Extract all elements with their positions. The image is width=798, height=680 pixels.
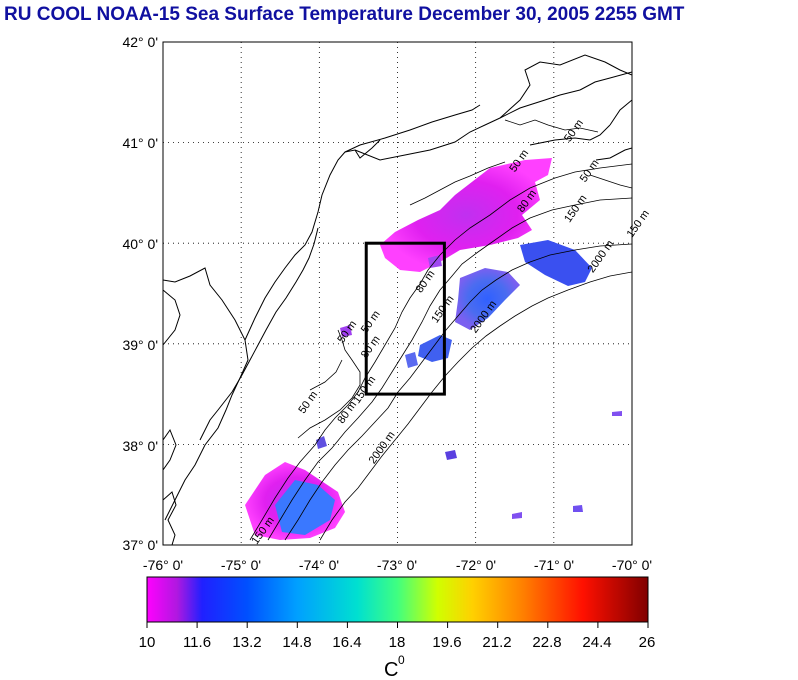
sst-patch-small-3: [340, 325, 352, 337]
colorbar-unit-superscript: 0: [398, 653, 405, 667]
colorbar-gradient: [146, 576, 649, 623]
colorbar-tick-label: 21.2: [482, 634, 511, 651]
colorbar-tick-label: 24.4: [582, 634, 611, 651]
lon-label: -76° 0': [143, 557, 183, 573]
study-area-box: [364, 241, 446, 396]
sst-patch-shelfbreak: [520, 240, 592, 286]
lon-label: -72° 0': [456, 557, 496, 573]
lon-label: -75° 0': [221, 557, 261, 573]
map-title: RU COOL NOAA-15 Sea Surface Temperature …: [4, 4, 685, 25]
colorbar-tick-label: 11.6: [183, 634, 211, 651]
map-frame: [162, 41, 633, 546]
lat-label: 40° 0': [122, 236, 158, 252]
colorbar-tick-label: 13.2: [232, 634, 261, 651]
lat-label: 42° 0': [122, 34, 158, 50]
sst-patch-small-6: [573, 505, 583, 512]
colorbar-unit: C: [384, 659, 398, 680]
lon-label: -74° 0': [299, 557, 339, 573]
longitude-labels: -76° 0' -75° 0' -74° 0' -73° 0' -72° 0' …: [143, 557, 652, 573]
lat-label: 37° 0': [122, 537, 158, 553]
sst-patch-small-5: [512, 512, 522, 519]
lat-label: 39° 0': [122, 337, 158, 353]
colorbar-tick-label: 18: [389, 634, 406, 651]
sst-patch-south-core: [275, 480, 335, 535]
latitude-labels: 42° 0' 41° 0' 40° 0' 39° 0' 38° 0' 37° 0…: [122, 34, 158, 553]
colorbar: 10 11.6 13.2 14.8 16.4 18 19.6 21.2 22.8…: [139, 576, 656, 680]
coastline: [163, 54, 632, 545]
lon-label: -70° 0': [612, 557, 652, 573]
colorbar-tick-label: 10: [139, 634, 156, 651]
lon-label: -73° 0': [377, 557, 417, 573]
sst-patch-small-2: [445, 450, 457, 460]
colorbar-tick-label: 14.8: [282, 634, 311, 651]
colorbar-tick-label: 22.8: [532, 634, 561, 651]
bathymetry-contours: [249, 119, 632, 541]
sst-patch-blue-b: [405, 352, 418, 368]
lat-label: 38° 0': [122, 438, 158, 454]
sst-patch-small-4: [612, 411, 622, 416]
colorbar-tick-label: 16.4: [332, 634, 361, 651]
colorbar-tick-label: 26: [639, 634, 656, 651]
lat-label: 41° 0': [122, 135, 158, 151]
sst-patch-mid: [455, 268, 520, 330]
colorbar-tick-label: 19.6: [432, 634, 461, 651]
lon-label: -71° 0': [534, 557, 574, 573]
